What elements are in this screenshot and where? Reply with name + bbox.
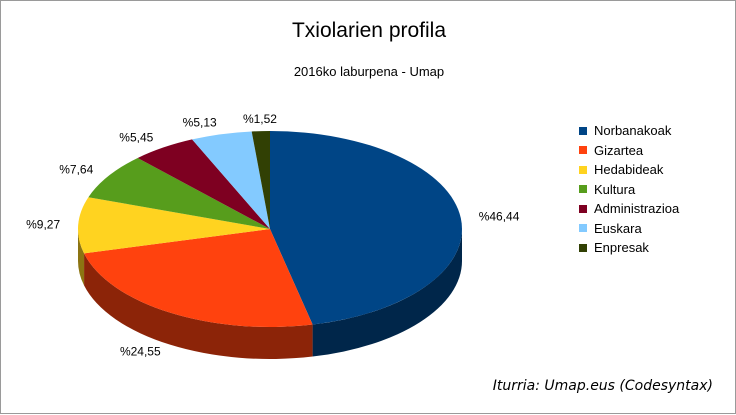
pie-slice-enpresak: [251, 131, 270, 229]
legend-item-hedabideak: Hedabideak: [579, 160, 679, 180]
pie-slice-norbanakoak: [270, 131, 462, 325]
legend-item-administrazioa: Administrazioa: [579, 199, 679, 219]
legend-item-enpresak: Enpresak: [579, 238, 679, 258]
pie-side-hedabideak: [78, 229, 85, 286]
legend-swatch: [579, 146, 587, 155]
legend-label: Norbanakoak: [594, 123, 672, 139]
legend-item-norbanakoak: Norbanakoak: [579, 121, 679, 141]
legend-label: Administrazioa: [594, 201, 680, 217]
data-label-kultura: %7,64: [59, 163, 93, 177]
legend-label: Kultura: [594, 181, 636, 197]
chart-legend: Norbanakoak Gizartea Hedabideak Kultura Admi…: [579, 121, 679, 258]
legend-swatch: [579, 224, 587, 233]
data-label-hedabideak: %9,27: [26, 218, 60, 232]
legend-swatch: [579, 204, 587, 213]
legend-label: Gizartea: [594, 142, 644, 158]
legend-label: Hedabideak: [594, 162, 664, 178]
pie-slice-kultura: [88, 157, 271, 229]
legend-swatch: [579, 185, 587, 194]
data-label-gizartea: %24,55: [120, 345, 161, 359]
pie-slice-administrazioa: [137, 139, 270, 229]
source-note: Iturria: Umap.eus (Codesyntax): [492, 378, 713, 394]
data-label-administrazioa: %5,45: [119, 131, 153, 145]
pie-side-gizartea: [84, 253, 313, 359]
legend-item-kultura: Kultura: [579, 180, 679, 200]
legend-swatch: [579, 243, 587, 252]
pie-side-norbanakoak: [312, 229, 462, 357]
data-label-norbanakoak: %46,44: [479, 210, 520, 224]
legend-label: Euskara: [594, 220, 642, 236]
legend-item-euskara: Euskara: [579, 219, 679, 239]
legend-swatch: [579, 126, 587, 135]
data-label-euskara: %5,13: [183, 116, 217, 130]
legend-swatch: [579, 165, 587, 174]
pie-slice-hedabideak: [78, 197, 271, 254]
data-label-enpresak: %1,52: [243, 112, 277, 126]
chart-title: Txiolarien profila: [291, 19, 447, 42]
pie-slice-euskara: [192, 131, 270, 229]
chart-subtitle: 2016ko laburpena - Umap: [293, 64, 445, 79]
pie-slice-gizartea: [84, 229, 313, 327]
legend-label: Enpresak: [594, 240, 649, 256]
legend-item-gizartea: Gizartea: [579, 141, 679, 161]
